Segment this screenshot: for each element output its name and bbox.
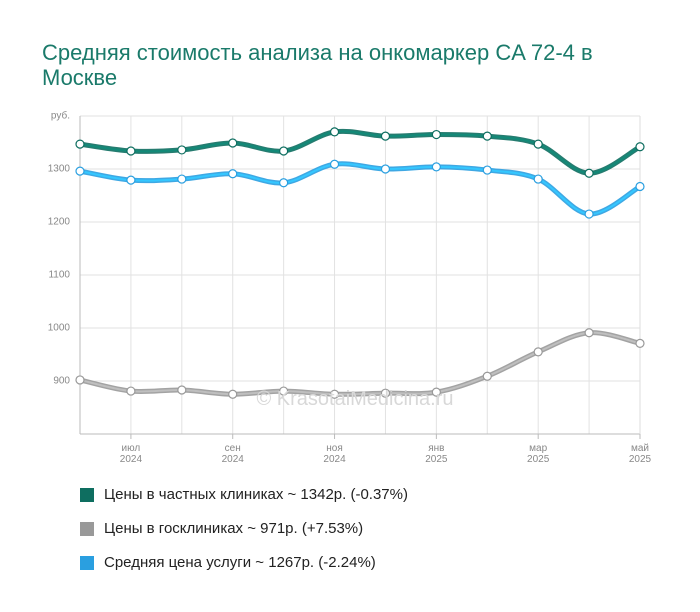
legend-swatch [80, 521, 94, 536]
legend-swatch [80, 555, 94, 570]
x-tick-label: май 2025 [628, 443, 652, 465]
watermark: © KrasotaiMedicina.ru [256, 388, 453, 410]
data-point [329, 389, 340, 399]
y-tick-label: 1100 [48, 270, 70, 281]
data-point [533, 347, 543, 357]
series-line-outline [79, 330, 641, 397]
x-tick-label: сен 2024 [221, 443, 244, 465]
y-tick-label: 1000 [48, 323, 71, 334]
legend-label: Цены в госклиниках ~ 971р. (+7.53%) [104, 520, 364, 537]
series-line-outline [79, 161, 642, 217]
y-tick-label: руб. [51, 110, 70, 122]
y-tick-label: 1300 [48, 164, 71, 175]
legend-item: Средняя цена услуги ~ 1267р. (-2.24%) [80, 554, 376, 571]
data-point [329, 159, 340, 169]
data-point [431, 129, 441, 140]
grid: 900 1000 1100 1200 1300 руб. [48, 110, 641, 439]
y-tick-label: 900 [53, 376, 70, 387]
legend-label: Цены в частных клиниках ~ 1342р. (-0.37%… [104, 486, 408, 503]
x-tick-label: янв 2025 [425, 443, 448, 465]
data-point [177, 385, 187, 395]
data-point [584, 209, 594, 219]
data-point [177, 174, 187, 184]
data-point [126, 146, 136, 156]
data-point [228, 169, 238, 179]
legend-swatch [80, 487, 94, 502]
data-point [279, 386, 289, 396]
x-tick-label: мар 2025 [527, 443, 550, 465]
data-point [482, 165, 492, 175]
data-point [228, 138, 238, 148]
data-point [75, 375, 85, 385]
data-point [329, 127, 340, 137]
data-point [584, 328, 594, 338]
data-point [635, 181, 645, 192]
data-point [431, 387, 441, 397]
data-point [279, 146, 289, 156]
data-point [635, 142, 645, 152]
data-point [177, 145, 187, 155]
data-point [75, 139, 85, 149]
data-point [380, 388, 391, 398]
y-tick-label: 1200 [48, 217, 71, 228]
legend-item: Цены в частных клиниках ~ 1342р. (-0.37%… [80, 486, 408, 503]
data-point [533, 174, 543, 184]
data-point [126, 386, 136, 396]
data-point [482, 371, 492, 381]
legend-label: Средняя цена услуги ~ 1267р. (-2.24%) [104, 554, 376, 571]
x-tick-label: ноя 2024 [323, 443, 346, 465]
data-point [380, 131, 391, 141]
data-point [228, 389, 238, 399]
data-point [75, 166, 85, 176]
data-point [126, 175, 136, 185]
data-point [279, 178, 289, 188]
x-tick-label: июл 2024 [119, 443, 143, 465]
legend-item: Цены в госклиниках ~ 971р. (+7.53%) [80, 520, 363, 537]
data-point [431, 162, 441, 172]
data-point [533, 139, 543, 149]
chart-title: Средняя стоимость анализа на онкомаркер … [42, 40, 593, 90]
data-point [584, 168, 594, 178]
data-point [380, 164, 391, 174]
data-point [482, 131, 492, 141]
data-point [635, 338, 645, 348]
